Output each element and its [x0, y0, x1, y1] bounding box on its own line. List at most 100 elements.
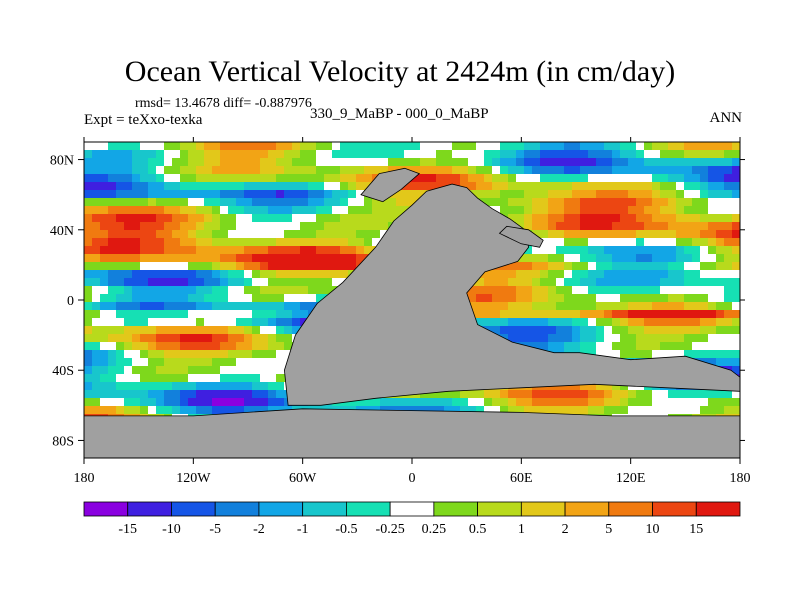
field-cell — [244, 150, 253, 159]
field-cell — [116, 342, 125, 351]
field-cell — [236, 174, 245, 183]
field-cell — [652, 398, 661, 407]
field-cell — [668, 398, 677, 407]
field-cell — [204, 318, 213, 327]
field-cell — [284, 270, 293, 279]
field-cell — [316, 222, 325, 231]
field-cell — [172, 182, 181, 191]
field-cell — [692, 262, 701, 271]
field-cell — [260, 310, 269, 319]
field-cell — [228, 366, 237, 375]
field-cell — [180, 254, 189, 263]
field-cell — [556, 326, 565, 335]
field-cell — [292, 270, 301, 279]
field-cell — [564, 198, 573, 207]
field-cell — [508, 270, 517, 279]
field-cell — [620, 398, 629, 407]
field-cell — [692, 254, 701, 263]
field-cell — [124, 270, 133, 279]
field-cell — [236, 398, 245, 407]
field-cell — [636, 262, 645, 271]
field-cell — [348, 174, 357, 183]
field-cell — [124, 326, 133, 335]
field-cell — [252, 206, 261, 215]
field-cell — [700, 190, 709, 199]
field-cell — [212, 278, 221, 287]
field-cell — [188, 150, 197, 159]
field-cell — [124, 350, 133, 359]
field-cell — [180, 350, 189, 359]
field-cell — [276, 158, 285, 167]
field-cell — [204, 222, 213, 231]
field-cell — [252, 326, 261, 335]
field-cell — [612, 278, 621, 287]
field-cell — [100, 214, 109, 223]
field-cell — [364, 150, 373, 159]
field-cell — [540, 406, 549, 415]
field-cell — [652, 182, 661, 191]
field-cell — [636, 406, 645, 415]
field-cell — [612, 198, 621, 207]
field-cell — [596, 150, 605, 159]
field-cell — [196, 278, 205, 287]
field-cell — [180, 358, 189, 367]
field-cell — [180, 174, 189, 183]
field-cell — [652, 166, 661, 175]
field-cell — [228, 158, 237, 167]
field-cell — [340, 190, 349, 199]
field-cell — [356, 222, 365, 231]
field-cell — [660, 142, 669, 151]
field-cell — [332, 142, 341, 151]
field-cell — [348, 254, 357, 263]
field-cell — [172, 390, 181, 399]
field-cell — [380, 150, 389, 159]
field-cell — [276, 350, 285, 359]
field-cell — [604, 206, 613, 215]
field-cell — [108, 366, 117, 375]
field-cell — [156, 406, 165, 415]
field-cell — [268, 166, 277, 175]
field-cell — [244, 294, 253, 303]
difference-label: 330_9_MaBP - 000_0_MaBP — [310, 106, 489, 122]
field-cell — [92, 206, 101, 215]
field-cell — [212, 190, 221, 199]
field-cell — [244, 382, 253, 391]
field-cell — [116, 382, 125, 391]
field-cell — [356, 174, 365, 183]
field-cell — [420, 182, 429, 191]
field-cell — [604, 294, 613, 303]
field-cell — [316, 262, 325, 271]
field-cell — [140, 142, 149, 151]
field-cell — [172, 142, 181, 151]
field-cell — [268, 366, 277, 375]
field-cell — [412, 150, 421, 159]
field-cell — [524, 326, 533, 335]
field-cell — [244, 254, 253, 263]
field-cell — [284, 334, 293, 343]
field-cell — [132, 262, 141, 271]
field-cell — [732, 350, 740, 359]
field-cell — [596, 318, 605, 327]
field-cell — [556, 206, 565, 215]
field-cell — [596, 302, 605, 311]
field-cell — [92, 230, 101, 239]
field-cell — [676, 262, 685, 271]
field-cell — [716, 294, 725, 303]
field-cell — [292, 278, 301, 287]
colorbar-swatch — [127, 501, 172, 517]
field-cell — [212, 198, 221, 207]
field-cell — [676, 166, 685, 175]
field-cell — [380, 198, 389, 207]
field-cell — [420, 390, 429, 399]
field-cell — [124, 382, 133, 391]
field-cell — [124, 166, 133, 175]
field-cell — [84, 382, 93, 391]
field-cell — [468, 302, 477, 311]
field-cell — [364, 198, 373, 207]
colorbar-label: -10 — [162, 522, 181, 537]
field-cell — [268, 254, 277, 263]
field-cell — [660, 158, 669, 167]
field-cell — [724, 286, 733, 295]
field-cell — [132, 182, 141, 191]
field-cell — [644, 342, 653, 351]
